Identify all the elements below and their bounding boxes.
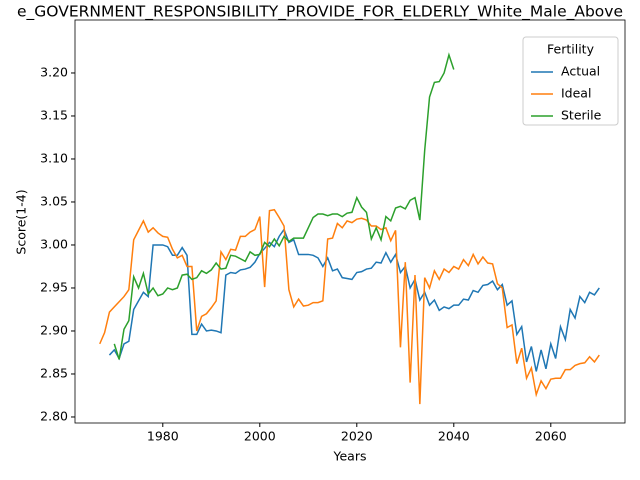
y-tick-label: 2.95 (40, 279, 68, 294)
y-tick-label: 2.80 (40, 408, 68, 423)
line (99, 208, 600, 405)
legend-label: Actual (561, 64, 600, 79)
x-axis-label: Years (333, 449, 367, 464)
x-tick-label: 2000 (244, 429, 276, 444)
y-tick-label: 3.20 (40, 64, 68, 79)
x-tick-label: 2020 (341, 429, 373, 444)
legend-box (522, 36, 619, 126)
y-axis-label: Score(1-4) (14, 189, 29, 254)
y-tick-label: 3.05 (40, 193, 68, 208)
x-tick-label: 2060 (535, 429, 567, 444)
x-tick-label: 2040 (438, 429, 470, 444)
legend-label: Sterile (561, 108, 602, 123)
y-tick-label: 3.10 (40, 150, 68, 165)
chart-title: e_GOVERNMENT_RESPONSIBILITY_PROVIDE_FOR_… (17, 3, 623, 22)
plot-frame (74, 19, 626, 424)
y-tick-label: 2.90 (40, 322, 68, 337)
legend-title: Fertility (547, 42, 595, 57)
y-tick-label: 3.15 (40, 107, 68, 122)
y-tick-label: 2.85 (40, 365, 68, 380)
line (113, 52, 455, 360)
line (108, 227, 600, 372)
legend-label: Ideal (561, 86, 591, 101)
x-tick-label: 1980 (147, 429, 179, 444)
y-tick-label: 3.00 (40, 236, 68, 251)
